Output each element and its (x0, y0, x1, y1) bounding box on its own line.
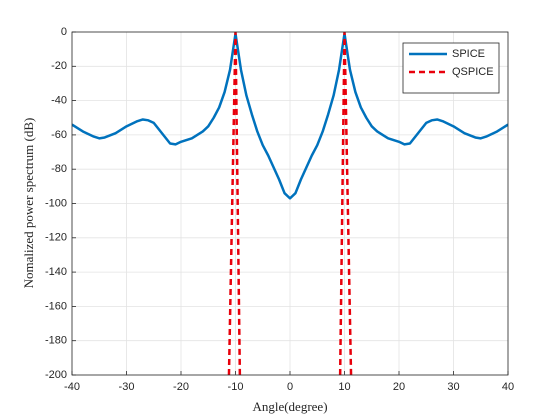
y-tick-label: 0 (61, 26, 67, 38)
x-tick-label: 20 (393, 381, 405, 393)
legend-label: QSPICE (452, 66, 494, 78)
y-tick-label: -100 (45, 197, 67, 209)
y-tick-label: -40 (51, 95, 67, 107)
y-tick-label: -80 (51, 163, 67, 175)
series-line (72, 32, 508, 200)
y-tick-label: -140 (45, 266, 67, 278)
y-tick-label: -180 (45, 335, 67, 347)
x-axis-label: Angle(degree) (252, 399, 327, 414)
x-tick-label: -30 (119, 381, 135, 393)
x-tick-label: 40 (502, 381, 514, 393)
y-tick-label: -160 (45, 300, 67, 312)
legend-label: SPICE (452, 48, 485, 60)
x-tick-label: -20 (173, 381, 189, 393)
series-line (227, 32, 353, 375)
x-tick-label: -40 (64, 381, 80, 393)
y-tick-label: -200 (45, 369, 67, 381)
x-tick-label: 10 (338, 381, 350, 393)
plot-frame (71, 31, 509, 376)
y-axis-label: Nomalized power spectrum (dB) (21, 118, 36, 289)
x-tick-label: 0 (287, 381, 293, 393)
y-tick-label: -20 (51, 60, 67, 72)
legend-box (402, 42, 500, 94)
y-tick-label: -120 (45, 232, 67, 244)
y-tick-label: -60 (51, 129, 67, 141)
x-tick-label: 30 (447, 381, 459, 393)
x-tick-label: -10 (228, 381, 244, 393)
